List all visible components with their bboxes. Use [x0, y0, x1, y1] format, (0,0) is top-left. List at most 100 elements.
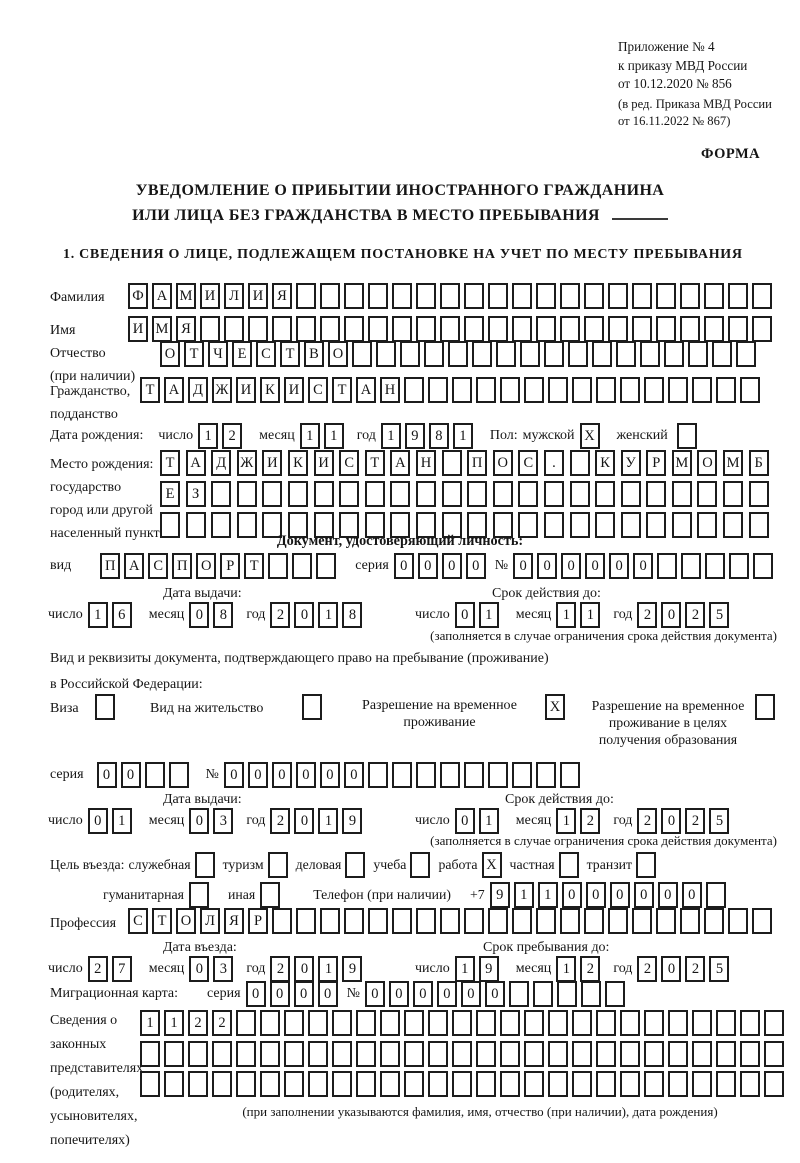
year-label: год	[613, 961, 633, 976]
char-cell	[692, 1071, 712, 1097]
char-cell	[646, 512, 667, 538]
char-cell	[636, 852, 657, 878]
char-cell	[448, 341, 468, 367]
char-cell	[467, 481, 488, 507]
page-number-blank	[611, 205, 668, 220]
char-cell	[656, 908, 676, 934]
char-cell	[211, 481, 232, 507]
year-label: год	[613, 607, 633, 622]
char-cell	[284, 1010, 304, 1036]
char-cell	[160, 512, 180, 538]
char-cell: П	[467, 450, 488, 476]
char-cell: 0	[484, 981, 505, 1007]
char-cell	[416, 908, 436, 934]
char-cell	[404, 1010, 424, 1036]
char-cell: 0	[247, 762, 268, 788]
char-cell	[752, 316, 772, 342]
char-cell	[367, 762, 388, 788]
char-cell	[620, 1041, 640, 1067]
char-cell	[415, 762, 436, 788]
char-cell: 0	[223, 762, 244, 788]
char-cell	[492, 512, 513, 538]
char-cell	[211, 512, 232, 538]
char-cell: 1	[380, 423, 401, 449]
char-cell	[740, 1041, 760, 1067]
char-cell	[604, 981, 625, 1007]
char-cell: 0	[393, 553, 414, 579]
char-cell	[164, 1041, 184, 1067]
char-cell: 2	[685, 602, 706, 628]
char-cell	[368, 316, 388, 342]
char-cell	[616, 341, 636, 367]
purpose-study-checkbox	[410, 852, 434, 878]
char-cell: Р	[646, 450, 667, 476]
char-cell: 7	[111, 956, 132, 982]
char-cell	[620, 1071, 640, 1097]
char-cell	[632, 316, 652, 342]
char-cell: Т	[244, 553, 265, 579]
purpose-humanitarian-checkbox	[188, 882, 213, 908]
char-cell: С	[518, 450, 539, 476]
char-cell: 0	[561, 553, 582, 579]
char-cell	[656, 316, 676, 342]
char-cell: 0	[269, 981, 290, 1007]
char-cell	[345, 852, 366, 878]
day-label: число	[415, 961, 450, 976]
visa-label: Виза	[50, 701, 79, 716]
char-cell	[697, 512, 718, 538]
char-cell	[596, 1071, 616, 1097]
char-cell: А	[152, 283, 172, 309]
char-cell: 0	[436, 981, 457, 1007]
char-cell: С	[339, 450, 360, 476]
char-cell	[620, 377, 640, 403]
char-cell	[391, 762, 412, 788]
char-cell	[740, 1071, 760, 1097]
char-cell: С	[308, 377, 328, 403]
guardians-cells-row3	[140, 1071, 788, 1097]
char-cell	[415, 481, 436, 507]
char-cell: О	[196, 553, 217, 579]
char-cell: И	[284, 377, 304, 403]
char-cell: А	[356, 377, 376, 403]
char-cell: 0	[460, 981, 481, 1007]
char-cell: 5	[709, 602, 730, 628]
char-cell	[168, 762, 189, 788]
char-cell	[518, 481, 539, 507]
char-cell: 2	[637, 808, 658, 834]
char-cell	[704, 316, 724, 342]
purpose-work-checkbox: Х	[481, 852, 506, 878]
char-cell	[748, 481, 769, 507]
sex-label: Пол:	[489, 428, 518, 443]
char-cell	[260, 1041, 280, 1067]
char-cell	[200, 316, 220, 342]
char-cell: 0	[245, 981, 266, 1007]
char-cell	[500, 1071, 520, 1097]
char-cell	[452, 1071, 472, 1097]
patronymic-label: Отчество	[50, 346, 106, 361]
char-cell	[404, 377, 424, 403]
char-cell: С	[256, 341, 276, 367]
char-cell	[520, 341, 540, 367]
birth-date-label: Дата рождения:	[50, 428, 144, 443]
char-cell	[284, 1071, 304, 1097]
char-cell	[558, 852, 579, 878]
res-valid-until-label: Срок действия до:	[505, 792, 614, 807]
char-cell: 0	[633, 882, 654, 908]
temp-residence-line1: Разрешение на временное	[362, 698, 517, 713]
char-cell: 0	[657, 882, 678, 908]
female-label: женский	[616, 428, 668, 443]
char-cell	[439, 762, 460, 788]
char-cell	[688, 341, 708, 367]
